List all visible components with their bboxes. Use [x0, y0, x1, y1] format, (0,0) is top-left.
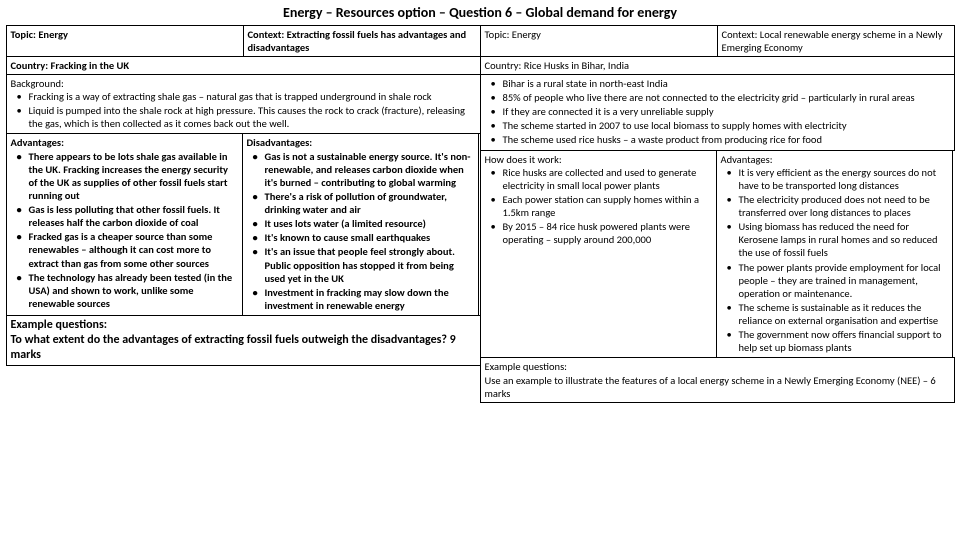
list-item: There's a risk of pollution of groundwat…	[251, 190, 474, 216]
list-item: Investment in fracking may slow down the…	[251, 286, 474, 312]
main-columns: Topic: Energy Context: Extracting fossil…	[0, 25, 960, 402]
right-country: Country: Rice Husks in Bihar, India	[480, 56, 955, 75]
background-heading: Background:	[11, 77, 476, 90]
list-item: The government now offers financial supp…	[725, 328, 948, 354]
list-item: The power plants provide employment for …	[725, 261, 948, 300]
list-item: Rice husks are collected and used to gen…	[489, 166, 712, 192]
list-item: By 2015 – 84 rice husk powered plants we…	[489, 220, 712, 246]
left-advantages: Advantages: There appears to be lots sha…	[6, 133, 243, 316]
left-topic: Topic: Energy	[6, 25, 244, 57]
right-column: Topic: Energy Context: Local renewable e…	[480, 25, 954, 402]
left-example: Example questions: To what extent do the…	[6, 315, 481, 366]
advantages-list: It is very efficient as the energy sourc…	[721, 166, 948, 355]
background-list: Bihar is a rural state in north-east Ind…	[485, 77, 950, 147]
right-how: How does it work: Rice husks are collect…	[480, 150, 717, 359]
advantages-heading: Advantages:	[721, 153, 948, 166]
list-item: The scheme used rice husks – a waste pro…	[489, 133, 950, 146]
example-heading: Example questions:	[485, 360, 950, 373]
disadvantages-heading: Disadvantages:	[247, 136, 474, 149]
example-text: Use an example to illustrate the feature…	[485, 374, 950, 400]
list-item: The technology has already been tested (…	[15, 271, 238, 310]
list-item: The scheme started in 2007 to use local …	[489, 119, 950, 132]
right-topic: Topic: Energy	[480, 25, 718, 57]
list-item: Liquid is pumped into the shale rock at …	[15, 104, 476, 130]
left-column: Topic: Energy Context: Extracting fossil…	[6, 25, 480, 402]
advantages-heading: Advantages:	[11, 136, 238, 149]
list-item: Bihar is a rural state in north-east Ind…	[489, 77, 950, 90]
advantages-list: There appears to be lots shale gas avail…	[11, 150, 238, 311]
left-background: Background: Fracking is a way of extract…	[6, 74, 481, 135]
page-title: Energy – Resources option – Question 6 –…	[0, 0, 960, 25]
how-heading: How does it work:	[485, 153, 712, 166]
list-item: The electricity produced does not need t…	[725, 193, 948, 219]
list-item: Fracking is a way of extracting shale ga…	[15, 90, 476, 103]
left-context: Context: Extracting fossil fuels has adv…	[243, 25, 481, 57]
list-item: Gas is less polluting that other fossil …	[15, 203, 238, 229]
left-disadvantages: Disadvantages: Gas is not a sustainable …	[242, 133, 479, 316]
list-item: It's known to cause small earthquakes	[251, 231, 474, 244]
right-background: Bihar is a rural state in north-east Ind…	[480, 74, 955, 151]
list-item: Gas is not a sustainable energy source. …	[251, 150, 474, 189]
disadvantages-list: Gas is not a sustainable energy source. …	[247, 150, 474, 313]
background-list: Fracking is a way of extracting shale ga…	[11, 90, 476, 130]
left-country: Country: Fracking in the UK	[6, 56, 481, 75]
list-item: It is very efficient as the energy sourc…	[725, 166, 948, 192]
list-item: Each power station can supply homes with…	[489, 193, 712, 219]
how-list: Rice husks are collected and used to gen…	[485, 166, 712, 247]
right-advantages: Advantages: It is very efficient as the …	[716, 150, 953, 359]
list-item: Fracked gas is a cheaper source than som…	[15, 230, 238, 269]
list-item: If they are connected it is a very unrel…	[489, 105, 950, 118]
right-context: Context: Local renewable energy scheme i…	[717, 25, 955, 57]
list-item: There appears to be lots shale gas avail…	[15, 150, 238, 203]
example-heading: Example questions:	[11, 318, 476, 333]
list-item: 85% of people who live there are not con…	[489, 91, 950, 104]
example-text: To what extent do the advantages of extr…	[11, 333, 476, 363]
list-item: It's an issue that people feel strongly …	[251, 245, 474, 284]
list-item: Using biomass has reduced the need for K…	[725, 220, 948, 259]
list-item: The scheme is sustainable as it reduces …	[725, 301, 948, 327]
right-example: Example questions: Use an example to ill…	[480, 357, 955, 402]
list-item: It uses lots water (a limited resource)	[251, 217, 474, 230]
